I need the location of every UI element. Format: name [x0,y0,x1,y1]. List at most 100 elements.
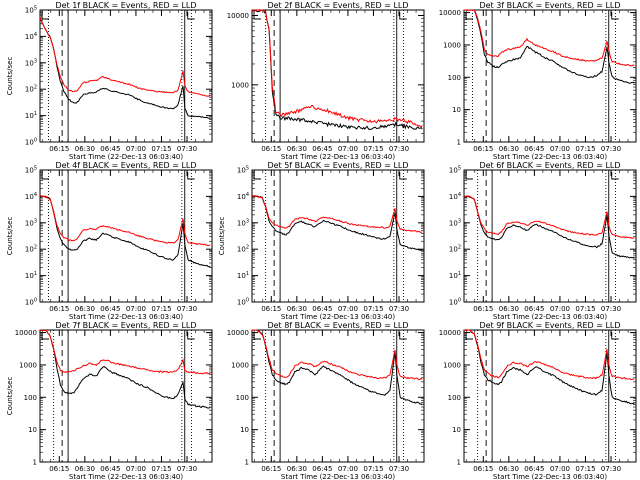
plot-frame [463,329,637,463]
x-tick-label: 06:45 [524,305,544,313]
panel-det-7: Det 7f BLACK = Events, RED = LLD Start Ti… [6,321,213,480]
y-axis-label: Counts/sec [218,217,226,256]
x-axis-label: Start Time (22-Dec-13 06:03:40) [493,153,607,161]
corner-marker-right [187,332,195,340]
y-tick-label: 1 [33,459,37,467]
corner-marker-right [187,12,195,20]
events-series-line [463,195,635,259]
x-tick-label: 06:45 [312,145,332,153]
x-tick-label: 06:15 [261,145,281,153]
corner-marker-left [465,12,473,20]
x-tick-label: 07:15 [363,305,383,313]
x-tick-label: 07:30 [601,305,621,313]
y-tick-label: 1000 [443,361,461,369]
y-tick-label: 103 [449,218,461,227]
x-tick-label: 06:30 [499,465,519,473]
y-tick-label: 1 [457,139,461,147]
x-tick-label: 07:15 [575,465,595,473]
y-tick-label: 102 [25,245,37,254]
x-tick-label: 06:15 [261,465,281,473]
lld-series-line [463,195,635,239]
y-tick-label: 102 [449,245,461,254]
y-tick-label: 101 [237,271,249,280]
events-series-line [251,9,423,131]
corner-marker-left [41,172,49,180]
plot-frame [251,329,425,463]
y-tick-label: 100 [448,74,461,82]
panel-det-4: Det 4f BLACK = Events, RED = LLD Start Ti… [6,161,213,321]
x-tick-label: 07:00 [550,465,570,473]
y-tick-label: 101 [449,271,461,280]
plot-frame [39,329,213,463]
y-tick-label: 103 [25,218,37,227]
y-tick-label: 1000 [19,361,37,369]
x-axis-label: Start Time (22-Dec-13 06:03:40) [281,313,395,321]
y-tick-label: 105 [449,166,461,175]
y-tick-label: 100 [24,394,37,402]
events-series-line [39,195,211,268]
corner-marker-right [611,12,619,20]
y-tick-label: 102 [237,245,249,254]
x-tick-label: 06:45 [100,305,120,313]
events-series-line [252,329,423,405]
x-tick-label: 06:30 [75,305,95,313]
plot-frame [463,169,637,303]
x-tick-label: 07:30 [389,465,409,473]
corner-marker-left [41,332,49,340]
corner-marker-right [611,332,619,340]
lld-series-line [252,329,423,381]
y-tick-label: 10 [452,106,461,114]
x-tick-label: 06:45 [100,465,120,473]
x-tick-label: 07:00 [126,145,146,153]
x-tick-label: 07:00 [126,465,146,473]
chart-title: Det 2f BLACK = Events, RED = LLD [267,1,408,10]
y-tick-label: 100 [237,298,249,307]
plot-frame [39,169,213,303]
corner-marker-right [399,172,407,180]
plot-frame [39,9,213,143]
x-tick-label: 07:15 [151,465,171,473]
chart-title: Det 1f BLACK = Events, RED = LLD [55,1,196,10]
y-tick-label: 100 [25,138,37,147]
y-axis-label: Counts/sec [6,377,14,416]
x-tick-label: 06:30 [499,145,519,153]
panel-det-2: Det 2f BLACK = Events, RED = LLD Start Ti… [227,1,425,161]
lld-series-line [464,9,635,67]
y-axis-label: Counts/sec [6,217,14,256]
x-tick-label: 07:30 [177,305,197,313]
y-tick-label: 104 [449,192,461,201]
y-tick-label: 1000 [231,81,249,89]
lld-series-line [251,195,423,233]
events-series-line [463,9,635,84]
y-tick-label: 10 [28,426,37,434]
panel-det-5: Det 5f BLACK = Events, RED = LLD Start Ti… [218,161,425,321]
y-tick-label: 101 [25,111,37,120]
y-tick-label: 101 [25,271,37,280]
y-tick-label: 102 [25,85,37,94]
x-tick-label: 07:00 [550,305,570,313]
y-tick-label: 10000 [439,329,461,337]
y-tick-label: 104 [25,32,37,41]
y-tick-label: 10000 [15,329,37,337]
x-axis-label: Start Time (22-Dec-13 06:03:40) [69,153,183,161]
x-axis-label: Start Time (22-Dec-13 06:03:40) [281,153,395,161]
lld-series-line [40,329,211,375]
x-tick-label: 07:30 [177,145,197,153]
chart-title: Det 6f BLACK = Events, RED = LLD [479,161,620,170]
lld-series-line [251,9,423,128]
corner-marker-left [465,172,473,180]
x-axis-label: Start Time (22-Dec-13 06:03:40) [493,313,607,321]
corner-marker-right [611,172,619,180]
x-axis-label: Start Time (22-Dec-13 06:03:40) [281,473,395,480]
x-tick-label: 06:15 [49,145,69,153]
x-tick-label: 06:15 [49,465,69,473]
x-tick-label: 07:00 [550,145,570,153]
x-tick-label: 06:15 [49,305,69,313]
x-tick-label: 07:00 [338,305,358,313]
chart-title: Det 4f BLACK = Events, RED = LLD [55,161,196,170]
x-tick-label: 06:45 [100,145,120,153]
plot-frame [251,9,425,143]
x-tick-label: 06:45 [524,145,544,153]
x-tick-label: 06:30 [499,305,519,313]
